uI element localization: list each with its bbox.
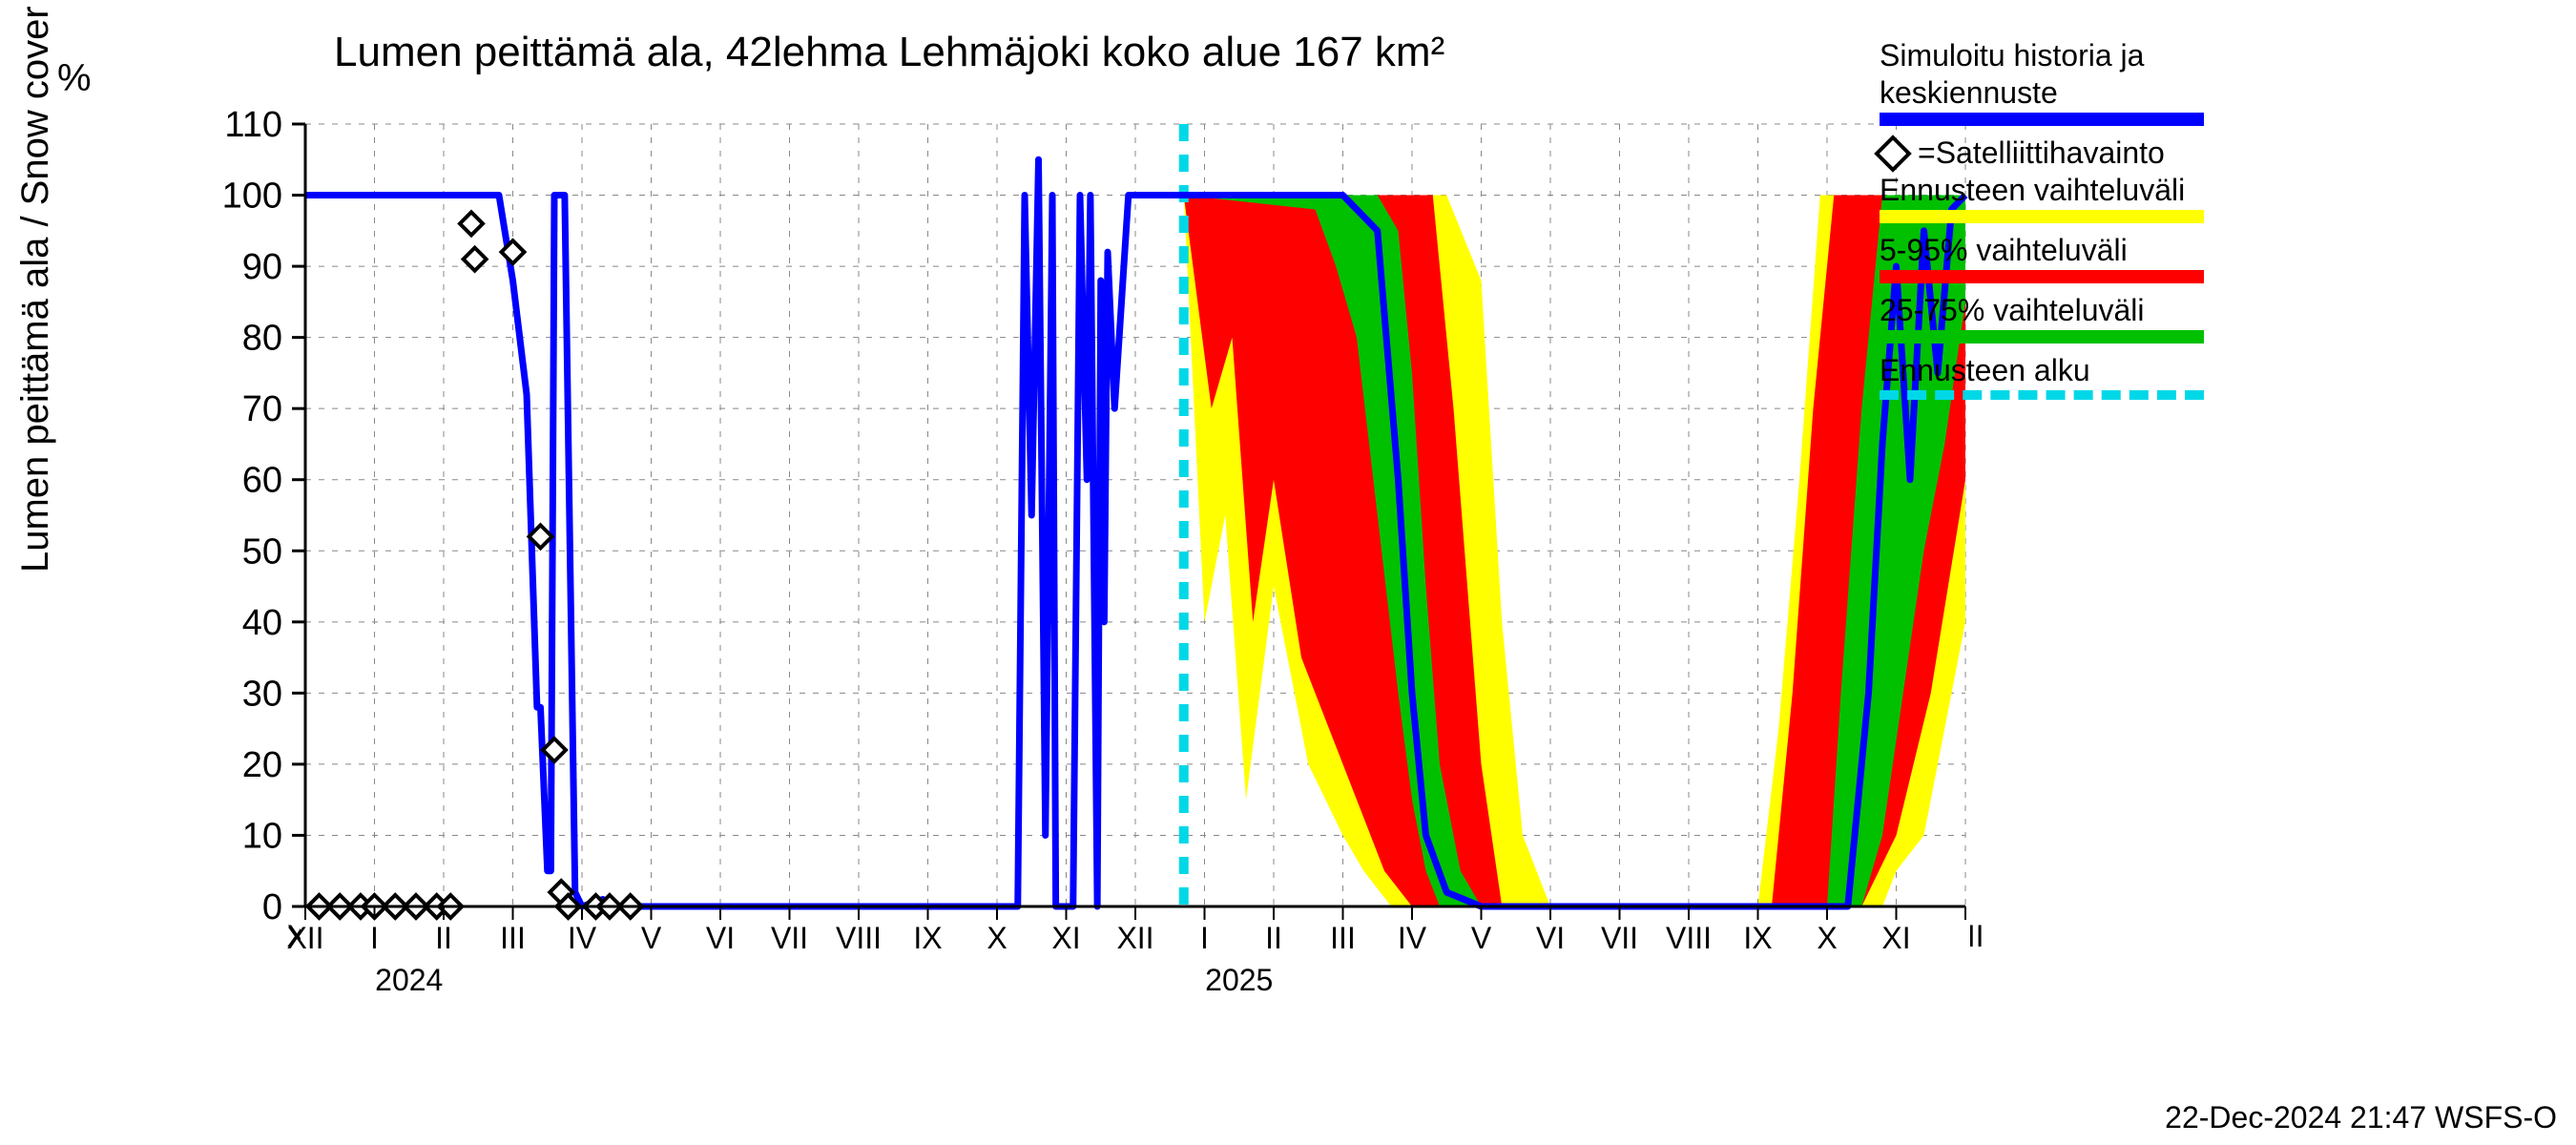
svg-text:20: 20 bbox=[242, 745, 282, 785]
svg-text:II: II bbox=[1265, 921, 1282, 955]
svg-text:30: 30 bbox=[242, 674, 282, 714]
legend-label: Ennusteen alku bbox=[1880, 353, 2213, 388]
svg-text:VI: VI bbox=[1536, 921, 1565, 955]
svg-text:I: I bbox=[370, 921, 379, 955]
svg-text:IX: IX bbox=[913, 921, 942, 955]
svg-text:110: 110 bbox=[224, 105, 282, 145]
legend-label: 5-95% vaihteluväli bbox=[1880, 233, 2213, 268]
svg-text:VII: VII bbox=[771, 921, 808, 955]
legend-swatch bbox=[1880, 113, 2204, 126]
svg-text:50: 50 bbox=[242, 531, 282, 572]
svg-text:XII: XII bbox=[1116, 921, 1153, 955]
svg-text:0: 0 bbox=[262, 887, 282, 927]
svg-text:VIII: VIII bbox=[1666, 921, 1712, 955]
svg-text:100: 100 bbox=[222, 177, 282, 217]
svg-text:VIII: VIII bbox=[836, 921, 882, 955]
legend: Simuloitu historia jakeskiennuste =Satell… bbox=[1880, 38, 2213, 409]
legend-label: keskiennuste bbox=[1880, 75, 2213, 111]
legend-label: Simuloitu historia ja bbox=[1880, 38, 2213, 73]
svg-text:VI: VI bbox=[706, 921, 735, 955]
svg-text:70: 70 bbox=[242, 389, 282, 429]
legend-label: 25-75% vaihteluväli bbox=[1880, 293, 2213, 328]
footer-text: 22-Dec-2024 21:47 WSFS-O bbox=[2165, 1100, 2557, 1135]
svg-text:XI: XI bbox=[1051, 921, 1080, 955]
svg-text:2025: 2025 bbox=[1205, 963, 1273, 997]
svg-text:I: I bbox=[1200, 921, 1209, 955]
svg-text:90: 90 bbox=[242, 247, 282, 287]
svg-text:IV: IV bbox=[568, 921, 597, 955]
legend-swatch-dash bbox=[1880, 390, 2204, 400]
svg-text:2024: 2024 bbox=[375, 963, 443, 997]
svg-text:V: V bbox=[641, 921, 662, 955]
svg-text:IX: IX bbox=[1743, 921, 1772, 955]
svg-text:X: X bbox=[987, 921, 1007, 955]
svg-text:VII: VII bbox=[1601, 921, 1638, 955]
svg-text:60: 60 bbox=[242, 461, 282, 501]
svg-text:III: III bbox=[500, 921, 526, 955]
yaxis-label: Lumen peittämä ala / Snow cover area bbox=[14, 0, 57, 572]
svg-text:10: 10 bbox=[242, 816, 282, 856]
legend-swatch bbox=[1880, 270, 2204, 283]
svg-text:40: 40 bbox=[242, 603, 282, 643]
svg-text:XII: XII bbox=[286, 921, 323, 955]
svg-text:IV: IV bbox=[1398, 921, 1427, 955]
legend-label: Ennusteen vaihteluväli bbox=[1880, 173, 2213, 208]
legend-label: =Satelliittihavainto bbox=[1918, 135, 2165, 171]
legend-swatch bbox=[1880, 210, 2204, 223]
chart-title: Lumen peittämä ala, 42lehma Lehmäjoki ko… bbox=[334, 29, 1444, 76]
svg-text:X: X bbox=[1817, 921, 1837, 955]
svg-text:XI: XI bbox=[1881, 921, 1910, 955]
svg-text:80: 80 bbox=[242, 319, 282, 359]
legend-swatch bbox=[1880, 330, 2204, 344]
chart-root: Lumen peittämä ala, 42lehma Lehmäjoki ko… bbox=[0, 0, 2576, 1145]
legend-sat: =Satelliittihavainto bbox=[1880, 135, 2213, 171]
svg-text:V: V bbox=[1471, 921, 1492, 955]
svg-text:II: II bbox=[435, 921, 452, 955]
diamond-icon bbox=[1874, 135, 1912, 173]
yaxis-unit: % bbox=[57, 57, 92, 100]
svg-text:III: III bbox=[1330, 921, 1356, 955]
